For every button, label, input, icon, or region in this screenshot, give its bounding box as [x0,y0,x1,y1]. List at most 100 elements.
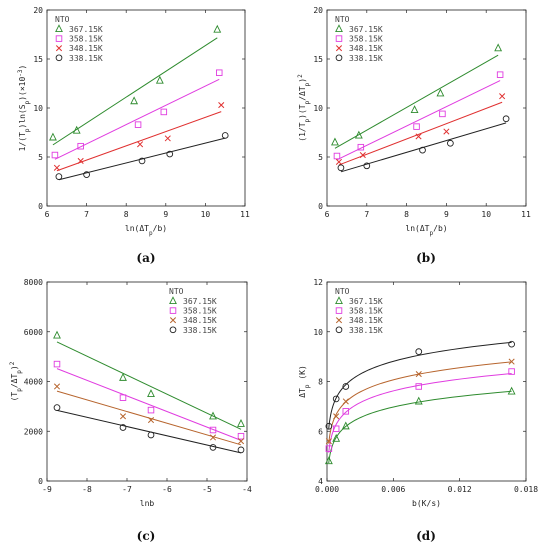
legend-marker [55,54,63,62]
data-point [72,125,81,134]
fit-line-367.15K [52,37,218,146]
data-point [237,432,245,440]
y-tick-label: 8000 [24,278,43,287]
data-point [324,456,333,465]
legend-entry: 367.15K [183,297,217,306]
y-axis-label: (1/Tp)(Tp/ΔTp)2 [297,74,311,142]
legend-entry: 348.15K [349,44,383,53]
panel-d: 0.000 0.006 0.012 0.018 4 6 8 10 12 b(K/s) ΔTp (K)… [298,278,538,543]
y-tick-label: 4000 [24,378,43,387]
legend-title: NTO [55,15,70,24]
data-point [137,141,144,148]
data-point [147,406,155,414]
y-tick-label: 10 [33,104,43,113]
x-tick-label: 0.000 [315,485,339,494]
y-tick-label: 10 [313,328,323,337]
x-tick-label: 9 [444,210,449,219]
data-point [119,372,127,381]
legend-marker [335,45,343,52]
legend-entry: 358.15K [349,35,383,44]
legend-entry: 338.15K [349,326,383,335]
data-point [410,105,419,114]
data-point [413,123,420,130]
legend-marker [335,296,343,305]
fit-line-358.15K [56,368,242,441]
fit-curve-367.15K [328,390,512,464]
data-point [507,386,516,395]
legend-entry: 338.15K [349,54,383,63]
y-tick-label: 6 [318,427,323,436]
fit-curve-348.15K [328,361,512,444]
fit-line-348.15K [56,111,222,172]
data-point [325,445,333,452]
panel-tag: (a) [136,251,155,265]
y-tick-label: 6000 [24,328,43,337]
legend-entry: 338.15K [69,54,103,63]
x-tick-label: 11 [240,210,250,219]
data-point [332,395,340,403]
data-point [443,128,450,135]
data-point [53,164,60,171]
data-point [332,425,340,433]
data-point [55,173,63,180]
data-point [51,151,59,159]
legend-marker [55,45,63,52]
legend-title: NTO [169,287,184,296]
fit-line-338.15K [58,137,226,181]
legend-entry: 358.15K [349,307,383,316]
data-point [325,438,332,445]
legend-marker [335,24,343,33]
legend-marker [55,35,63,42]
data-point [164,135,171,142]
x-tick-label: 8 [404,210,409,219]
data-point [337,164,345,172]
y-axis-label: 1/(Tp)ln(Sp)(×10-3) [17,65,31,152]
legend-marker [169,326,177,334]
data-point [415,370,422,378]
legend-title: NTO [335,287,350,296]
fit-line-358.15K [54,78,220,160]
x-tick-label: 0.006 [381,485,405,494]
y-tick-label: 8 [318,378,323,387]
panel-a: 6 7 8 9 10 11 0 5 10 15 20 ln(ΔTp/b) 1/(Tp)ln(Sp)(×1… [17,6,250,265]
data-point [342,408,350,415]
legend-marker [169,296,177,305]
legend-entry: 367.15K [349,25,383,34]
data-point [237,446,245,454]
y-tick-label: 4 [318,477,323,486]
data-point [508,368,515,375]
data-point [166,150,174,158]
data-point [209,426,217,434]
x-tick-label: -7 [122,485,132,494]
data-point [502,115,510,123]
legend-marker [335,317,343,324]
y-tick-label: 20 [313,6,323,15]
legend-entry: 367.15K [69,25,103,34]
data-point [342,383,350,390]
data-point [494,43,503,52]
x-tick-label: 7 [84,210,89,219]
data-point [119,413,127,420]
y-axis-label: ΔTp (K) [298,365,311,398]
y-tick-label: 15 [33,55,43,64]
data-point [119,394,127,401]
y-tick-label: 10 [313,104,323,113]
legend-marker [169,317,177,324]
data-point [49,132,57,141]
data-point [499,93,506,100]
y-tick-label: 0 [38,202,43,211]
y-tick-label: 0 [318,202,323,211]
data-point [209,411,217,420]
legend-marker [335,307,343,314]
legend-entry: 338.15K [183,326,217,335]
data-point [218,102,225,109]
data-point [342,398,349,405]
x-tick-label: 6 [325,210,330,219]
legend-entry: 358.15K [183,307,217,316]
data-point [77,157,84,164]
legend-marker [169,307,177,314]
data-point [134,121,142,128]
y-tick-label: 15 [313,55,323,64]
x-tick-label: 11 [521,210,531,219]
